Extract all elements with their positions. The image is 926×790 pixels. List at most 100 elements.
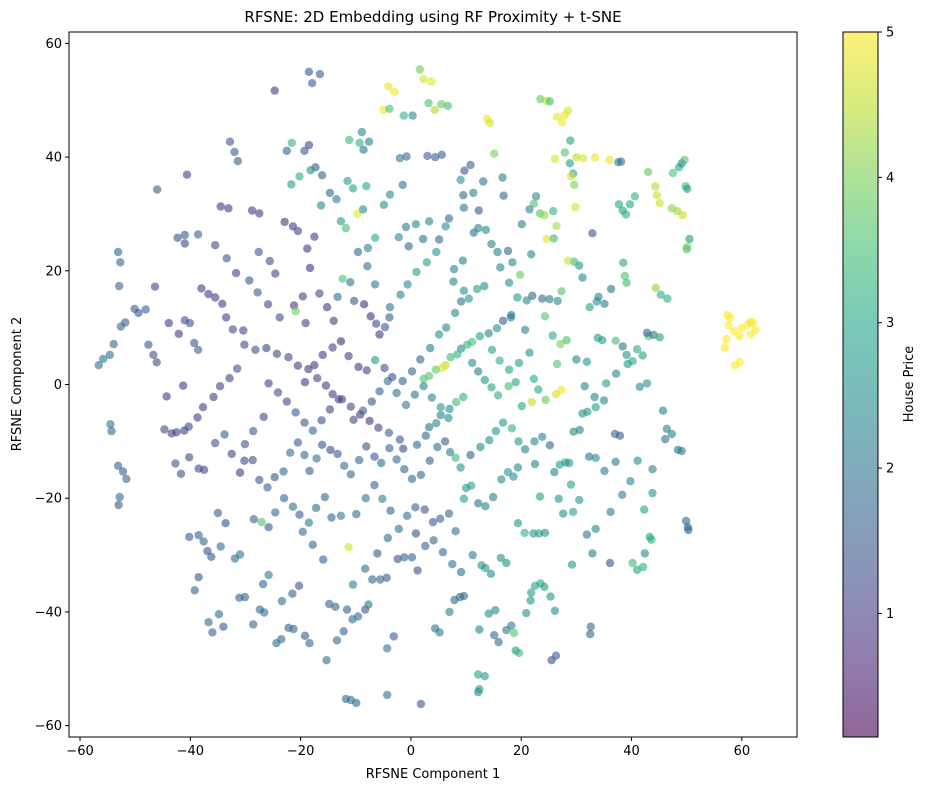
data-point [295,172,304,181]
data-point [336,337,346,346]
data-point [508,258,517,267]
data-point [411,529,421,538]
data-point [303,244,312,253]
data-point [386,506,395,515]
data-point [628,558,637,568]
data-point [304,518,314,527]
data-point [578,409,587,418]
data-point [305,639,314,648]
data-point [199,465,209,474]
data-point [362,366,371,375]
data-point [436,514,445,523]
data-point [171,459,180,468]
data-point [271,269,280,278]
data-point [550,606,560,615]
data-point [638,562,648,572]
data-point [375,387,384,396]
data-point [640,549,649,558]
data-point [509,472,518,481]
data-point [249,620,258,629]
data-point [305,263,315,273]
data-point [328,343,337,352]
data-point [239,326,248,335]
data-point [378,494,387,503]
data-point [365,416,374,426]
data-point [726,313,735,323]
data-point [359,300,369,309]
data-point [662,424,671,433]
data-point [141,305,150,314]
data-point [529,374,539,383]
data-point [109,339,118,349]
data-point [334,395,343,404]
data-point [240,592,250,602]
data-point [231,268,241,278]
data-point [208,628,217,637]
data-point [566,136,575,145]
data-point [204,618,213,627]
data-point [402,511,412,520]
data-point [513,463,523,472]
data-point [449,264,459,274]
data-point [354,455,364,465]
data-point [363,243,373,253]
data-point [552,112,562,121]
data-point [377,458,386,468]
data-point [475,332,485,341]
data-point [497,475,506,484]
data-point [99,354,108,364]
x-axis-label: RFSNE Component 1 [366,767,500,782]
data-point [580,382,589,391]
data-point [540,582,549,592]
data-point [588,229,597,238]
data-point [570,180,579,190]
data-point [325,188,335,198]
data-point [249,426,258,436]
data-point [345,135,354,145]
data-point [424,98,433,108]
data-point [352,698,361,708]
data-point [411,503,420,512]
data-point [450,308,460,318]
data-point [359,145,368,154]
data-point [423,151,432,161]
data-point [542,234,551,244]
data-point [632,345,642,354]
data-point [498,418,508,427]
data-point [193,345,203,354]
data-point [490,631,499,640]
data-point [520,325,530,335]
x-tick-label: 40 [623,744,640,759]
data-point [150,282,160,291]
data-point [383,533,392,543]
data-point [748,318,758,327]
data-point [525,348,534,357]
data-point [291,307,300,316]
data-point [259,412,268,422]
data-point [270,86,279,95]
data-point [430,105,439,115]
data-point [498,173,507,182]
data-point [418,234,428,244]
data-point [412,267,421,277]
data-point [193,413,202,422]
data-point [449,277,458,286]
data-point [319,555,328,564]
data-point [492,324,502,333]
data-point [513,293,522,302]
data-point [459,286,469,295]
data-point [225,137,235,146]
data-point [227,449,236,459]
data-point [375,330,384,339]
data-point [538,294,547,303]
data-point [511,378,520,387]
data-point [502,558,511,568]
data-point [144,340,153,349]
data-point [507,424,517,433]
data-point [463,340,472,349]
data-point [460,166,469,175]
data-point [424,422,434,432]
data-point [180,230,189,240]
data-point [735,332,744,341]
data-point [458,256,467,265]
